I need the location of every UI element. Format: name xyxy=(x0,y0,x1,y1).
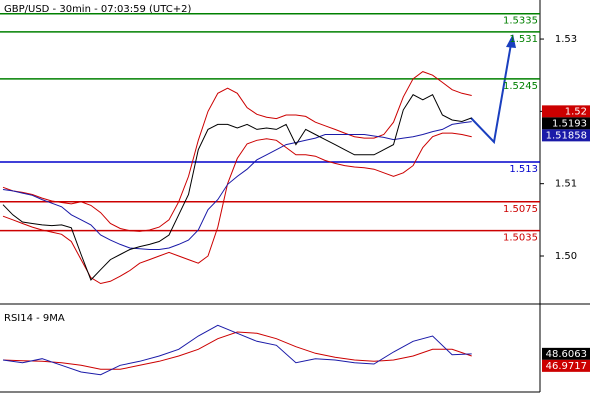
level-label: 1.5035 xyxy=(503,233,538,244)
level-label: 1.5335 xyxy=(503,16,538,27)
forecast-arrow xyxy=(470,43,512,145)
forecast-arrowhead xyxy=(506,34,516,48)
level-label: 1.531 xyxy=(509,34,538,45)
y-tick-label: 1.51 xyxy=(555,179,577,190)
price-label: 1.51858 xyxy=(546,130,587,141)
series-line xyxy=(2,71,472,232)
price-label: 1.52 xyxy=(565,106,587,117)
level-label: 1.5245 xyxy=(503,81,538,92)
price-label-box xyxy=(542,347,590,360)
series-line xyxy=(2,132,472,285)
price-label: 46.9717 xyxy=(546,361,587,372)
price-label-box xyxy=(542,359,590,372)
series-line xyxy=(2,94,472,281)
y-tick-label: 1.50 xyxy=(555,251,577,262)
series-line xyxy=(2,331,472,370)
chart-title: RSI14 - 9MA xyxy=(4,313,65,324)
level-label: 1.513 xyxy=(509,164,538,175)
price-label-box xyxy=(542,117,590,130)
price-label: 1.5193 xyxy=(552,118,587,129)
series-line xyxy=(2,121,472,250)
series-line xyxy=(2,324,472,376)
price-label-box xyxy=(542,105,590,118)
price-label: 48.6063 xyxy=(546,349,587,360)
y-tick-label: 1.53 xyxy=(555,34,577,45)
chart-title: GBP/USD - 30min - 07:03:59 (UTC+2) xyxy=(4,4,191,15)
level-label: 1.5075 xyxy=(503,204,538,215)
price-label-box xyxy=(542,129,590,142)
